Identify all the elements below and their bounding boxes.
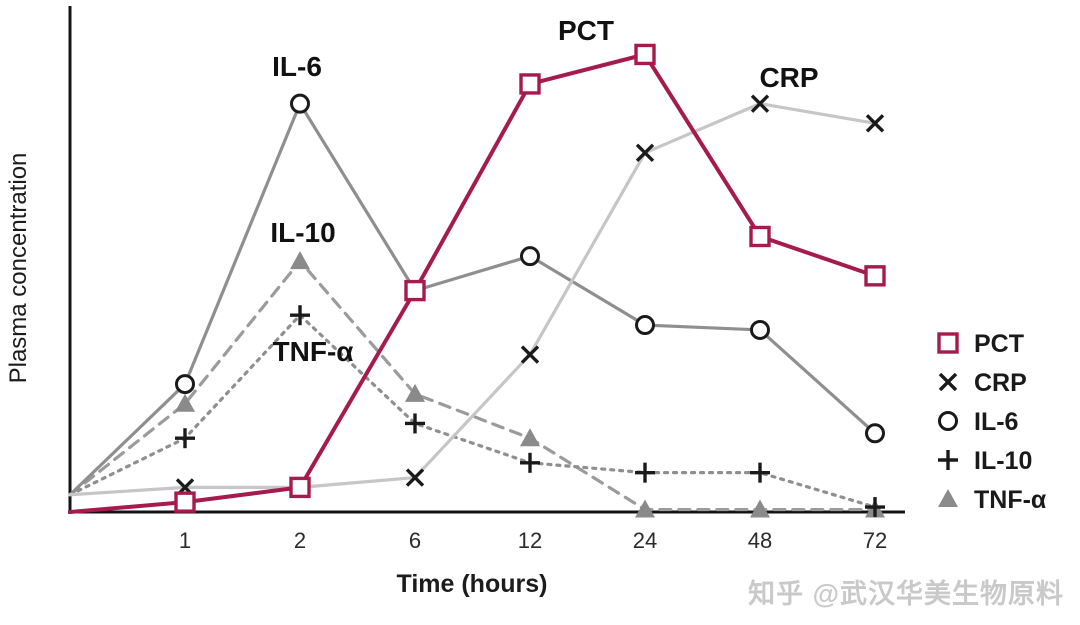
marker-TNF-α <box>635 499 655 518</box>
marker-IL-6 <box>175 374 195 395</box>
watermark-text: 知乎 @武汉华美生物原料 <box>748 579 1064 609</box>
marker-TNF-α <box>405 383 425 402</box>
series-label-PCT: PCT <box>558 15 614 46</box>
marker-PCT <box>749 225 771 248</box>
series-line-TNF-α <box>68 259 877 512</box>
marker-TNF-α <box>750 499 770 518</box>
legend-label-IL-10: IL-10 <box>974 447 1032 475</box>
marker-PCT <box>519 73 541 95</box>
legend-label-PCT: PCT <box>974 330 1024 358</box>
x-tick-label: 48 <box>748 528 772 553</box>
marker-legend-IL-6 <box>938 411 958 431</box>
marker-CRP <box>635 143 655 163</box>
series-label-CRP: CRP <box>759 62 818 93</box>
x-tick-label: 6 <box>409 528 421 553</box>
marker-TNF-α <box>175 393 195 412</box>
marker-IL-6 <box>750 319 770 340</box>
series-line-CRP <box>68 102 877 497</box>
series-label-IL-10: IL-10 <box>270 217 335 248</box>
series-line-PCT <box>68 52 877 514</box>
marker-TNF-α <box>290 251 310 270</box>
marker-legend-TNF-α <box>938 489 958 507</box>
marker-CRP <box>520 345 540 364</box>
marker-CRP <box>750 94 770 113</box>
x-tick-label: 24 <box>633 528 657 553</box>
marker-legend-PCT <box>937 332 959 354</box>
legend-label-IL-6: IL-6 <box>974 408 1018 436</box>
marker-PCT <box>404 279 426 302</box>
legend: PCT CRP IL-6 IL-10 TNF-α <box>937 330 1047 514</box>
series-IL-6 <box>68 93 885 497</box>
series-IL-10 <box>68 305 885 518</box>
marker-CRP <box>865 114 885 133</box>
marker-PCT <box>289 476 311 499</box>
series-TNF-α <box>68 251 885 518</box>
x-axis-title: Time (hours) <box>397 570 548 598</box>
x-tick-label: 12 <box>518 528 542 553</box>
marker-IL-6 <box>865 423 885 444</box>
series-line-IL-6 <box>68 102 877 497</box>
legend-label-CRP: CRP <box>974 369 1027 397</box>
series-label-IL-6: IL-6 <box>272 51 322 82</box>
marker-legend-CRP <box>938 372 958 392</box>
x-tick-label: 2 <box>294 528 306 553</box>
marker-TNF-α <box>520 428 540 447</box>
series-line-IL-10 <box>68 313 877 509</box>
x-tick-label: 1 <box>179 528 191 553</box>
series-label-TNF-α: TNF-α <box>273 336 354 367</box>
marker-PCT <box>634 43 656 66</box>
x-tick-label: 72 <box>863 528 887 553</box>
marker-IL-6 <box>290 93 310 114</box>
series-CRP <box>68 94 885 497</box>
legend-label-TNF-α: TNF-α <box>974 486 1047 514</box>
marker-IL-6 <box>635 315 655 336</box>
marker-CRP <box>405 468 425 487</box>
marker-IL-6 <box>520 246 540 267</box>
series-PCT <box>68 43 886 514</box>
y-axis-title: Plasma concentration <box>5 153 32 384</box>
marker-PCT <box>864 265 886 287</box>
marker-PCT <box>174 491 196 513</box>
